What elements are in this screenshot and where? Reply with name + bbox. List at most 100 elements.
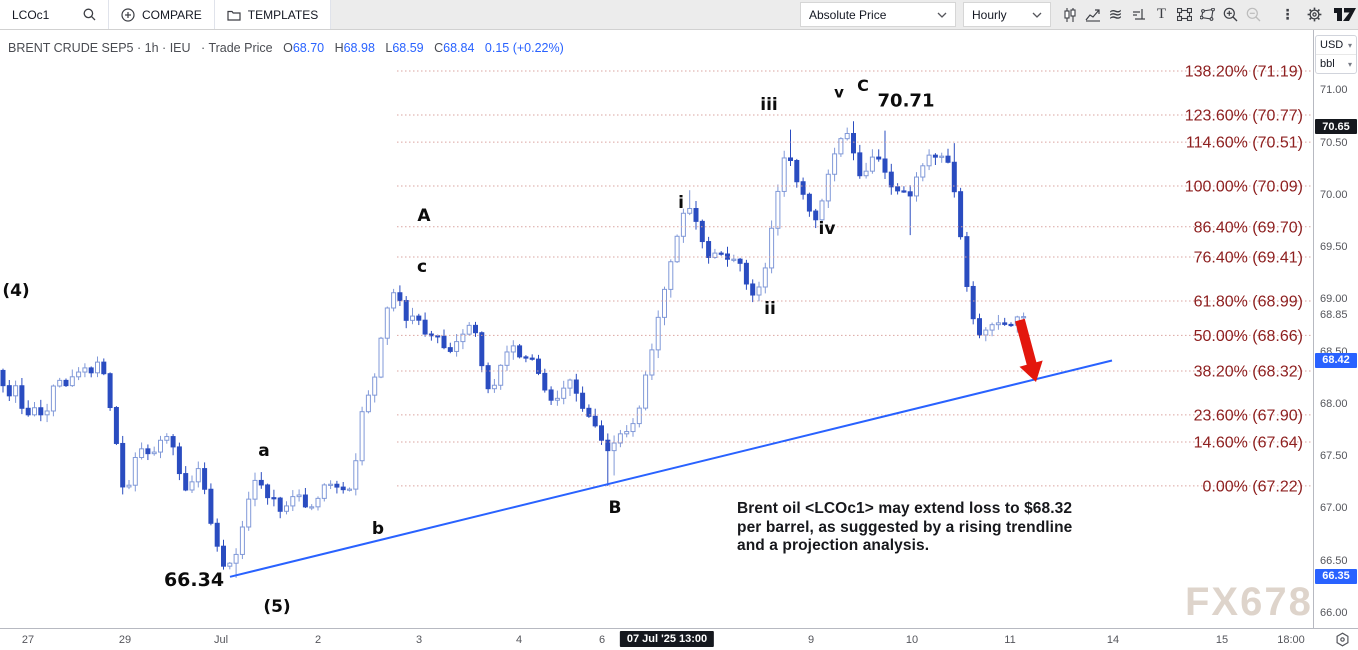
candle-body (561, 387, 567, 399)
legend-high-value: 68.98 (343, 41, 375, 55)
candle-body (44, 410, 50, 416)
time-tick-label: 14 (1106, 634, 1120, 646)
candle-body (794, 160, 800, 183)
candle-body (290, 496, 296, 507)
candle-body (592, 415, 598, 427)
candle-body (995, 322, 1001, 326)
candle-body (819, 200, 825, 221)
interval-value: Hourly (972, 7, 1007, 22)
trendline-price-badge: 66.35 (1315, 568, 1357, 584)
candle-body (624, 431, 630, 435)
candle-body (939, 155, 945, 158)
zoom-out-button[interactable] (1242, 0, 1265, 29)
candle-body (454, 341, 460, 352)
candle-body (756, 286, 762, 296)
wave-label: A (417, 206, 431, 226)
tradingview-logo[interactable] (1331, 0, 1358, 29)
price-mode-dropdown[interactable]: Absolute Price (800, 2, 956, 27)
indicators-button[interactable] (1081, 0, 1104, 29)
candle-body (869, 156, 875, 172)
compare-waves-button[interactable]: ≋ (1108, 4, 1123, 24)
templates-button-label: TEMPLATES (247, 7, 319, 22)
timezone-settings-icon[interactable] (1335, 632, 1350, 650)
symbol-search-value: LCOc1 (12, 7, 50, 22)
candle-body (82, 367, 88, 373)
wave-label: (4) (2, 281, 29, 301)
candle-body (983, 329, 989, 336)
candle-body (120, 442, 126, 488)
candle-body (655, 316, 661, 351)
lasso-select-button[interactable] (1196, 0, 1219, 29)
candle-body (498, 364, 504, 386)
candle-body (309, 506, 315, 509)
chevron-down-icon: ▾ (1347, 40, 1352, 50)
zoom-in-button[interactable] (1219, 0, 1242, 29)
projection-arrow (1015, 318, 1043, 382)
legend-close-label: C (434, 41, 444, 55)
price-axis[interactable]: USD ▾ bbl ▾ 71.00 70.50 70.00 69.50 69.00 68.… (1313, 30, 1358, 628)
toolbar-right-group: Absolute Price Hourly (800, 0, 1358, 29)
candle-body (926, 154, 932, 167)
candle-body (473, 324, 478, 334)
interval-dropdown[interactable]: Hourly (963, 2, 1051, 27)
compare-button[interactable]: COMPARE (109, 0, 215, 29)
templates-button[interactable]: TEMPLATES (215, 0, 332, 29)
legend-low-label: L (385, 41, 393, 55)
measure-button[interactable] (1127, 0, 1150, 29)
unit-value: bbl (1320, 58, 1335, 70)
candle-body (372, 376, 378, 396)
candle-body (970, 285, 976, 320)
candle-body (403, 300, 409, 321)
candle-body (825, 173, 831, 202)
candle-body (857, 152, 863, 177)
candle-body (460, 333, 466, 343)
price-tick-label: 69.50 (1320, 241, 1348, 254)
candle-body (214, 522, 220, 547)
candle-body (302, 494, 308, 508)
unit-dropdown[interactable]: bbl ▾ (1316, 54, 1356, 73)
candle-body (567, 379, 573, 389)
price-tick-label: 70.00 (1320, 188, 1348, 201)
wave-label: 70.71 (878, 90, 935, 111)
candle-body (599, 425, 604, 441)
currency-dropdown[interactable]: USD ▾ (1316, 36, 1356, 54)
candle-body (775, 190, 781, 229)
fib-level-label: 114.60% (70.51) (1186, 135, 1303, 152)
chart-style-button[interactable] (1058, 0, 1081, 29)
candle-body (989, 324, 995, 331)
settings-button[interactable] (1303, 0, 1326, 29)
candle-body (863, 170, 869, 177)
wave-label: c (417, 257, 427, 277)
zoom-out-icon (1246, 7, 1261, 22)
text-tool-button[interactable]: T (1156, 6, 1167, 22)
candle-body (441, 335, 447, 349)
candle-body (13, 385, 19, 397)
candle-body (391, 292, 397, 309)
candle-body (221, 545, 226, 567)
candle-body (151, 451, 157, 455)
candle-body (265, 484, 271, 499)
candle-body (164, 436, 170, 441)
candle-body (435, 335, 441, 338)
marquee-select-button[interactable] (1173, 0, 1196, 29)
toolbar-left-group: LCOc1 COMPARE TEMPLATES (0, 0, 332, 29)
candle-body (788, 157, 793, 162)
chart-pane[interactable]: 138.20% (71.19) 123.60% (70.77) 114.60% (7… (0, 30, 1313, 628)
more-options-button[interactable]: ⋮ (1280, 6, 1295, 22)
candle-body (88, 367, 94, 374)
symbol-search-box[interactable]: LCOc1 (0, 0, 109, 29)
price-tick-label: 71.00 (1320, 84, 1348, 97)
candle-body (246, 498, 252, 528)
time-tick-label: 29 (118, 634, 132, 646)
time-tick-label: 3 (415, 634, 423, 646)
fib-retracement: 138.20% (71.19) 123.60% (70.77) 114.60% (7… (397, 64, 1313, 495)
crosshair-time-badge: 07 Jul '25 13:00 (619, 631, 715, 647)
fib-level-label: 123.60% (70.77) (1185, 107, 1303, 124)
rising-trendline[interactable] (229, 359, 1113, 578)
measure-icon (1133, 8, 1145, 20)
candle-body (0, 369, 6, 387)
time-tick-label: 6 (598, 634, 606, 646)
candle-body (328, 483, 334, 486)
search-icon (83, 8, 96, 21)
time-axis[interactable]: 27 29 Jul 2 3 4 6 07 Jul '25 13:00 9 10 11 14 15 18:0… (0, 628, 1358, 650)
